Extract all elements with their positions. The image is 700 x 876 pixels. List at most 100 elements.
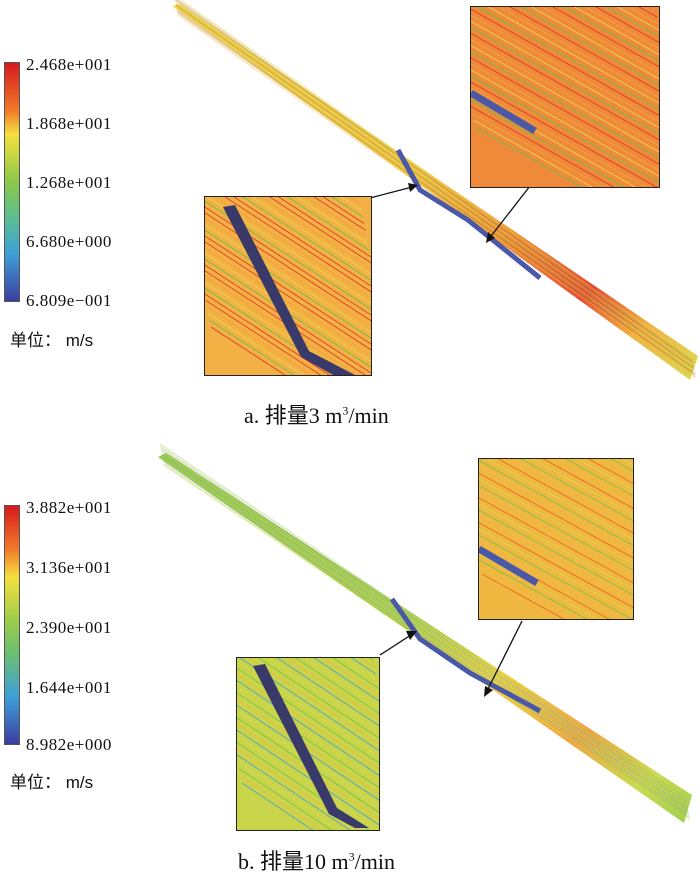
streamline xyxy=(487,7,659,104)
streamline xyxy=(276,658,379,727)
arrow-line xyxy=(487,185,531,241)
streamline xyxy=(471,39,659,147)
streamline xyxy=(479,559,588,619)
streamline xyxy=(180,0,693,359)
streamline xyxy=(541,7,659,74)
streamline xyxy=(520,459,633,522)
legend-tick-max: 3.882e+001 xyxy=(26,498,112,517)
streamline xyxy=(474,126,583,187)
streamline xyxy=(479,497,633,584)
inset-zoom-right xyxy=(478,458,634,620)
streamline xyxy=(295,658,379,714)
streamline xyxy=(304,658,379,708)
streamline xyxy=(237,761,342,830)
streamline xyxy=(237,661,379,758)
streamline xyxy=(471,8,659,116)
streamline xyxy=(486,459,633,540)
arrow-line xyxy=(369,185,417,199)
streamline xyxy=(616,7,659,31)
streamline xyxy=(479,484,633,571)
pipe-streamlines-a xyxy=(172,0,698,380)
inset-streamlines xyxy=(471,7,659,187)
streamline xyxy=(176,0,693,362)
streamline xyxy=(176,10,696,374)
streamline xyxy=(322,197,365,225)
streamline xyxy=(341,658,378,682)
streamline xyxy=(160,450,688,806)
streamline xyxy=(251,197,371,275)
caption-sup: 3 xyxy=(348,849,355,864)
streamline xyxy=(584,7,659,50)
streamline xyxy=(313,658,379,702)
arrow-head xyxy=(484,686,493,697)
streamline xyxy=(304,197,368,238)
arrow-line xyxy=(379,632,415,656)
streamline xyxy=(313,197,366,231)
arrow-head xyxy=(408,183,418,192)
streamline xyxy=(237,673,379,770)
diverter-plate xyxy=(395,148,542,280)
colorbar-b xyxy=(4,505,20,745)
streamline xyxy=(237,748,360,830)
streamline xyxy=(205,212,371,322)
streamline xyxy=(178,0,693,360)
unit-label: 单位： m/s xyxy=(10,331,94,350)
streamline xyxy=(237,686,379,783)
streamline xyxy=(210,326,286,375)
streamline xyxy=(176,8,695,373)
streamline xyxy=(161,455,689,811)
streamline xyxy=(161,453,689,809)
streamline xyxy=(481,573,565,619)
streamline xyxy=(277,197,371,258)
streamline xyxy=(471,87,647,187)
streamline xyxy=(205,247,371,357)
streamline xyxy=(175,5,695,370)
streamline xyxy=(322,658,379,696)
legend-tick-2: 1.868e+001 xyxy=(26,114,112,133)
caption-b: b. 排量10 m3/min xyxy=(238,844,395,876)
streamline xyxy=(530,7,659,80)
streamline xyxy=(159,443,686,799)
arrow-head xyxy=(486,232,495,243)
streamline xyxy=(177,11,696,376)
streamline xyxy=(257,658,379,739)
legend-tick-max: 2.468e+001 xyxy=(26,55,112,74)
inset-zoom-left xyxy=(236,657,380,831)
streamline xyxy=(160,447,687,802)
panel-b: 3.882e+001 3.136e+001 2.390e+001 1.644e+… xyxy=(0,435,700,874)
streamline xyxy=(553,459,633,503)
legend-tick-2: 3.136e+001 xyxy=(26,558,112,577)
streamline xyxy=(240,775,323,830)
streamline xyxy=(237,754,351,830)
streamline xyxy=(159,445,687,800)
streamline xyxy=(471,81,658,187)
streamline xyxy=(205,200,371,310)
streamline xyxy=(479,528,633,615)
streamline xyxy=(205,252,371,362)
streamline xyxy=(573,7,659,56)
streamline xyxy=(177,13,696,377)
streamline xyxy=(205,258,371,368)
streamline xyxy=(473,119,593,187)
streamline xyxy=(239,658,379,752)
streamline xyxy=(208,313,304,375)
streamline xyxy=(241,782,314,830)
colorbar-a xyxy=(4,62,20,302)
streamline xyxy=(498,7,659,98)
inset-streamlines xyxy=(479,459,633,619)
streamline xyxy=(531,459,633,515)
legend-tick-3: 2.390e+001 xyxy=(26,618,112,637)
diverter-plate xyxy=(471,89,537,135)
diverter-plate xyxy=(479,545,539,587)
caption-text: a. 排量3 m xyxy=(244,403,343,428)
inset-streamlines xyxy=(237,658,379,830)
streamline xyxy=(471,45,659,153)
diverter-plate xyxy=(389,597,542,714)
streamline xyxy=(162,457,689,812)
streamline xyxy=(599,459,633,478)
streamline xyxy=(542,459,633,509)
streamline xyxy=(552,7,659,68)
streamline xyxy=(248,658,379,745)
caption-text: b. 排量10 m xyxy=(238,849,349,874)
streamline xyxy=(260,197,371,270)
